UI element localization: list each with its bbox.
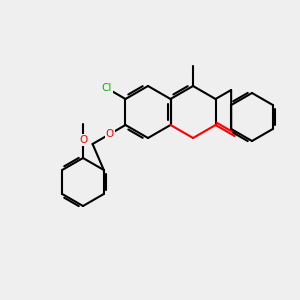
- Text: Cl: Cl: [101, 83, 112, 93]
- Text: O: O: [79, 135, 87, 145]
- Text: O: O: [106, 129, 114, 139]
